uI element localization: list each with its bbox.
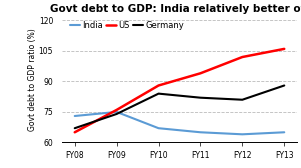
Line: India: India	[75, 112, 284, 134]
Germany	[282, 85, 286, 87]
Germany	[199, 97, 202, 99]
India	[199, 131, 202, 133]
Germany	[157, 93, 160, 95]
India	[73, 115, 76, 117]
India	[240, 133, 244, 135]
US	[240, 56, 244, 58]
Germany	[240, 99, 244, 101]
Title: Govt debt to GDP: India relatively better off: Govt debt to GDP: India relatively bette…	[50, 4, 301, 14]
US	[157, 85, 160, 87]
Germany	[115, 113, 119, 115]
Line: US: US	[75, 49, 284, 132]
US	[73, 131, 76, 133]
US	[199, 72, 202, 74]
Germany	[73, 127, 76, 129]
Y-axis label: Govt debt to GDP ratio (%): Govt debt to GDP ratio (%)	[28, 28, 37, 131]
India	[115, 111, 119, 113]
US	[115, 109, 119, 111]
US	[282, 48, 286, 50]
Line: Germany: Germany	[75, 86, 284, 128]
India	[157, 127, 160, 129]
India	[282, 131, 286, 133]
Legend: India, US, Germany: India, US, Germany	[69, 20, 185, 31]
